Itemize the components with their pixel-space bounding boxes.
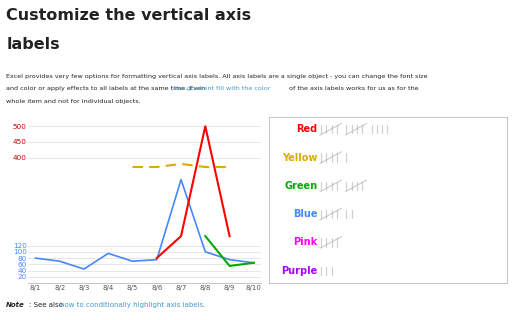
Text: how to conditionally highlight axis labels.: how to conditionally highlight axis labe…: [60, 302, 206, 308]
Text: whole item and not for individual objects.: whole item and not for individual object…: [6, 99, 141, 104]
Text: Purple: Purple: [282, 266, 317, 276]
Text: Note: Note: [6, 302, 25, 308]
Text: Blue: Blue: [293, 209, 317, 219]
Text: Yellow: Yellow: [282, 153, 317, 163]
Text: labels: labels: [6, 37, 60, 52]
Text: Red: Red: [296, 124, 317, 134]
Text: of the axis labels works for us as for the: of the axis labels works for us as for t…: [287, 86, 418, 92]
Text: Pink: Pink: [293, 237, 317, 247]
Text: Customize the vertical axis: Customize the vertical axis: [6, 8, 251, 23]
Text: : See also: : See also: [29, 302, 66, 308]
Text: Excel provides very few options for formatting vertical axis labels. All axis la: Excel provides very few options for form…: [6, 74, 428, 79]
Text: the gradient fill with the color: the gradient fill with the color: [174, 86, 270, 92]
Text: and color or apply effects to all labels at the same time. Even: and color or apply effects to all labels…: [6, 86, 207, 92]
Text: Green: Green: [285, 181, 317, 191]
